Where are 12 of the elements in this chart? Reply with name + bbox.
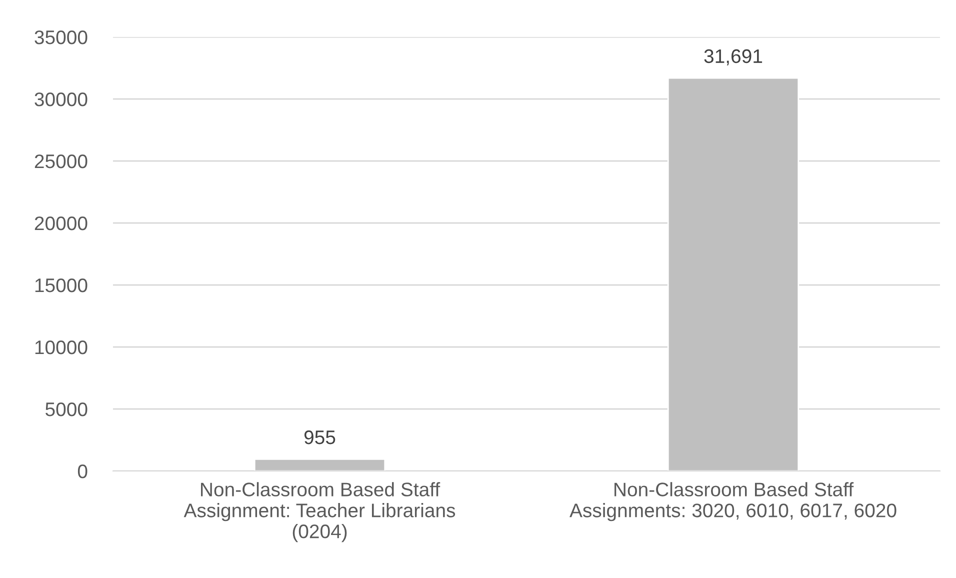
x-tick-label: Non-Classroom Based Staff Assignments: 3020, 6010, 6017, 6020 [570, 482, 896, 522]
y-tick-label: 15000 [35, 278, 88, 292]
y-tick-label: 30000 [34, 92, 88, 106]
y-tick-label: 20000 [34, 216, 88, 230]
data-label: 955 [304, 430, 336, 444]
y-tick-label: 10000 [35, 340, 88, 354]
x-tick-label: Non-Classroom Based Staff Assignment: Teacher Librarians (0204) [184, 482, 456, 542]
data-label: 31,691 [704, 49, 762, 66]
y-tick-label: 25000 [34, 154, 88, 168]
y-tick-label: 35000 [34, 30, 88, 44]
y-tick-label: 0 [78, 464, 88, 478]
y-tick-label: 5000 [46, 402, 88, 416]
